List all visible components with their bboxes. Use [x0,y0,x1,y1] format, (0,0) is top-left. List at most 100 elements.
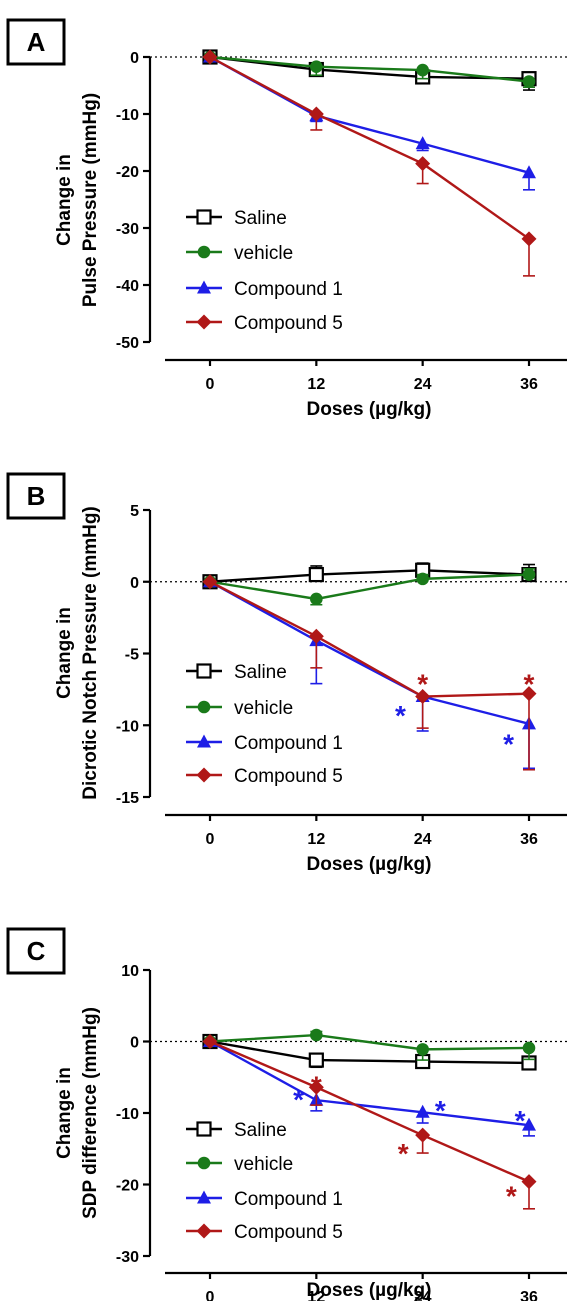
x-axis-label: Doses (µg/kg) [307,854,432,875]
legend-label: Compound 1 [234,1189,343,1210]
significance-star: * [524,668,535,699]
panel-a: A 0 -10 -20 -30 -40 -50 0 12 24 36 Doses (µg/kg) Cha… [6,18,567,420]
data-point [310,1028,323,1042]
legend-entry: Saline [186,208,287,229]
series-line [209,55,530,240]
data-point [522,1041,536,1055]
legend-marker [196,1121,212,1137]
y-tick-label: -10 [116,107,139,124]
x-tick-label: 24 [414,376,432,393]
y-tick-label: -30 [116,1249,139,1266]
y-axis-label: Pulse Pressure (mmHg) [80,93,101,307]
series-vehicle [203,1028,536,1061]
data-point [522,1117,536,1131]
panel-badge [6,18,66,66]
x-axis-label: Doses (µg/kg) [307,399,432,420]
data-point [522,568,536,581]
legend-label: vehicle [234,243,293,264]
significance-star: * [311,1071,322,1102]
data-point [415,1104,430,1118]
y-axis-label: Dicrotic Notch Pressure (mmHg) [80,506,101,800]
data-point [310,592,323,606]
legend-label: Compound 5 [234,1222,343,1243]
x-tick-label: 24 [414,1289,432,1301]
legend-marker [196,767,212,783]
y-tick-label: -40 [116,278,139,295]
y-tick-label: 0 [130,1035,139,1052]
panel-label: B [27,481,46,511]
legend-label: Saline [234,662,287,683]
legend-marker [197,1156,211,1170]
series-line [209,580,530,725]
y-tick-label: -5 [125,647,139,664]
y-axis-label: Change in [54,607,75,699]
y-axis-label: SDP difference (mmHg) [80,1007,101,1219]
series-line [209,1040,530,1065]
y-tick-label: 0 [130,575,139,592]
series-line [209,1040,530,1183]
series-vehicle [203,568,536,606]
significance-star: * [293,1084,304,1115]
y-tick-label: -20 [116,1178,139,1195]
y-axis-label: Change in [54,1067,75,1159]
data-point [415,136,430,150]
legend-marker [196,663,212,679]
x-tick-label: 24 [414,831,432,848]
data-point [416,1043,429,1056]
legend-label: Compound 1 [234,279,343,300]
data-point [521,686,537,702]
y-tick-label: -10 [116,718,139,735]
legend-entry: vehicle [186,698,293,719]
legend-entry: Compound 1 [186,279,343,300]
legend-label: Compound 5 [234,766,343,787]
legend-marker [197,700,211,714]
data-point [522,165,536,179]
significance-star: * [506,1181,517,1212]
data-point [415,689,431,705]
legend-label: Compound 1 [234,733,343,754]
series-compound-5 [202,49,537,277]
significance-star: * [515,1105,526,1136]
x-tick-label: 12 [307,376,325,393]
legend-marker [196,314,212,330]
data-point [416,572,429,586]
data-point [521,231,537,247]
y-tick-label: -15 [116,790,139,807]
significance-star: * [435,1095,446,1126]
legend-marker [196,1223,212,1239]
series-line [209,1033,530,1051]
legend-entry: Compound 5 [186,766,343,787]
legend-entry: Saline [186,662,287,683]
x-tick-label: 36 [520,831,538,848]
series-line [209,573,530,601]
panel-label: A [27,27,46,57]
y-tick-label: -50 [116,335,139,352]
legend-label: vehicle [234,698,293,719]
panel-b: B 5 0 -5 -10 -15 0 12 24 36 Doses (µg/kg) Change in… [6,472,567,875]
x-tick-label: 0 [206,376,215,393]
legend-entry: Compound 1 [186,733,343,754]
x-tick-label: 36 [520,1289,538,1301]
y-tick-label: -10 [116,1106,139,1123]
data-point [202,574,218,590]
data-point [310,60,323,73]
data-point [308,628,324,644]
data-point [416,63,429,77]
data-point [522,75,536,88]
panel-badge [6,472,66,520]
series-line [209,55,530,83]
series-compound-5 [202,1034,537,1210]
data-point [308,106,324,122]
x-tick-label: 36 [520,376,538,393]
y-tick-label: 5 [130,503,139,520]
legend-marker [197,1190,211,1204]
y-axis-label: Change in [54,154,75,246]
legend-entry: Compound 5 [186,313,343,334]
series-line [209,1040,530,1127]
significance-star: * [503,729,514,760]
legend-marker [197,245,211,259]
significance-star: * [417,668,428,699]
data-point [202,1034,218,1049]
legend-label: vehicle [234,1154,293,1175]
